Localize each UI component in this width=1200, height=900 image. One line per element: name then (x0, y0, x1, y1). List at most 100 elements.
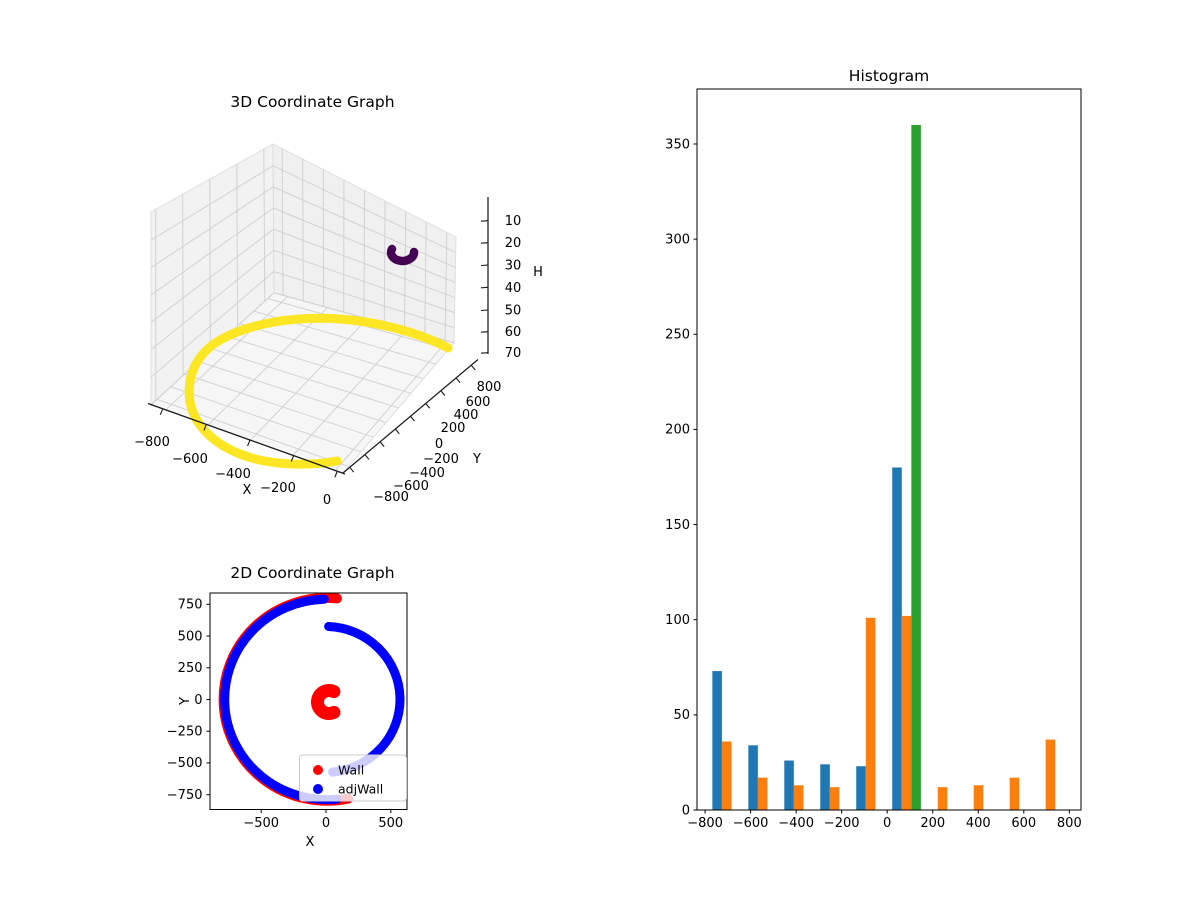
tick-mark (455, 377, 461, 384)
tick-mark (159, 408, 164, 415)
tick-mark (203, 424, 207, 431)
grid-line (184, 373, 374, 438)
z-tick-label: 70 (505, 346, 522, 361)
x-tick-label: −600 (733, 816, 769, 831)
x-tick-label: −400 (215, 467, 251, 482)
plot3d-zlabel: H (533, 265, 543, 280)
grid-line (212, 348, 399, 409)
y-tick-label: 0 (435, 437, 443, 452)
z-tick-label: 30 (505, 259, 522, 274)
x-tick-label: 400 (966, 816, 991, 831)
plot3d-ylabel: Y (472, 452, 481, 467)
y-tick-label: 150 (665, 518, 690, 533)
x-tick-label: −800 (134, 435, 170, 450)
legend-box (299, 754, 407, 802)
bar-orange (901, 615, 912, 810)
legend-marker-wall (313, 765, 323, 775)
x-tick-label: −400 (778, 816, 814, 831)
grid-line (273, 271, 455, 329)
tick-mark (379, 441, 385, 447)
bar-orange (1045, 739, 1056, 810)
y-tick-label: 350 (665, 137, 690, 152)
y-tick-label: −400 (409, 466, 445, 481)
grid-line (240, 323, 424, 380)
plot3d-title: 3D Coordinate Graph (230, 93, 394, 111)
tick-mark (480, 309, 489, 312)
x-tick-label: 0 (322, 816, 330, 831)
grid-line (150, 165, 274, 241)
z-tick-label: 60 (505, 325, 522, 340)
x-tick-label: −200 (824, 816, 860, 831)
grid-line (263, 149, 266, 302)
y-tick-label: 200 (441, 421, 466, 436)
2d-legend: Wall adjWall (299, 754, 407, 802)
legend-label-adjwall: adjWall (338, 782, 383, 797)
axis-line (147, 402, 346, 475)
2d-axes-box (209, 592, 408, 810)
y-tick-label: −250 (167, 725, 203, 740)
bar-blue (784, 760, 794, 810)
2d-series-adjwall-outer (220, 594, 342, 805)
histogram-bars (712, 124, 1056, 811)
y-tick-label: 800 (477, 380, 502, 395)
bar-orange (973, 785, 984, 810)
tick-mark (364, 454, 370, 460)
bar-blue (712, 671, 722, 810)
z-tick-label: 50 (505, 304, 522, 319)
grid-line (198, 361, 387, 424)
tick-mark (334, 471, 338, 478)
grid-line (273, 228, 456, 299)
bar-orange (937, 787, 948, 810)
y-tick-label: −600 (393, 479, 429, 494)
bar-blue (748, 745, 758, 810)
3d-series-upper-hook (386, 244, 419, 266)
y-tick-label: 500 (178, 629, 203, 644)
x-tick-label: −200 (260, 481, 296, 496)
x-tick-label: 0 (883, 816, 891, 831)
tick-mark (480, 264, 489, 267)
tick-mark (480, 220, 489, 222)
grid-line (150, 207, 274, 296)
y-tick-label: 600 (466, 395, 491, 410)
bar-orange (721, 741, 732, 810)
histogram-title: Histogram (849, 67, 929, 85)
tick-mark (394, 428, 400, 435)
x-tick-label: 200 (920, 816, 945, 831)
y-tick-label: 250 (665, 328, 690, 343)
bar-blue (856, 766, 866, 810)
grid-line (150, 228, 274, 323)
grid-line (150, 250, 274, 351)
bar-orange (793, 785, 804, 810)
x-tick-label: 0 (323, 493, 331, 508)
2d-series-adjwall-inner (324, 622, 405, 777)
y-tick-label: −750 (167, 788, 203, 803)
2d-ticks: −500 0 500 750 500 250 0 −250 −500 −750 (167, 598, 403, 831)
tick-mark (470, 364, 476, 371)
y-tick-label: 0 (194, 693, 202, 708)
tick-mark (440, 390, 446, 396)
histogram-plot: −800 −600 −400 −200 0 200 400 600 800 0 50 100 150 20… (665, 67, 1082, 831)
2d-series-wall-crescent (311, 684, 341, 720)
tick-mark (480, 352, 489, 354)
grid-line (273, 186, 456, 268)
bar-orange (865, 617, 876, 810)
grid-line (404, 211, 407, 330)
x-tick-label: −800 (687, 816, 723, 831)
grid-line (272, 165, 456, 253)
y-tick-label: 250 (178, 661, 203, 676)
y-tick-label: 200 (665, 423, 690, 438)
plot2d-xlabel: X (306, 835, 315, 850)
tick-mark (480, 331, 489, 333)
y-tick-label: −500 (167, 756, 203, 771)
y-tick-label: −800 (373, 490, 409, 505)
x-tick-label: −500 (243, 816, 279, 831)
plot2d-title: 2D Coordinate Graph (230, 564, 394, 582)
tick-mark (410, 415, 415, 422)
z-tick-label: 40 (505, 281, 522, 296)
grid-line (170, 386, 362, 453)
3d-tick-labels: −800−600−400−20008006004002000−200−400−6… (134, 214, 521, 508)
grid-line (424, 221, 427, 335)
x-tick-label: −600 (172, 452, 208, 467)
y-tick-label: −200 (423, 452, 459, 467)
legend-marker-adjwall (313, 784, 323, 794)
